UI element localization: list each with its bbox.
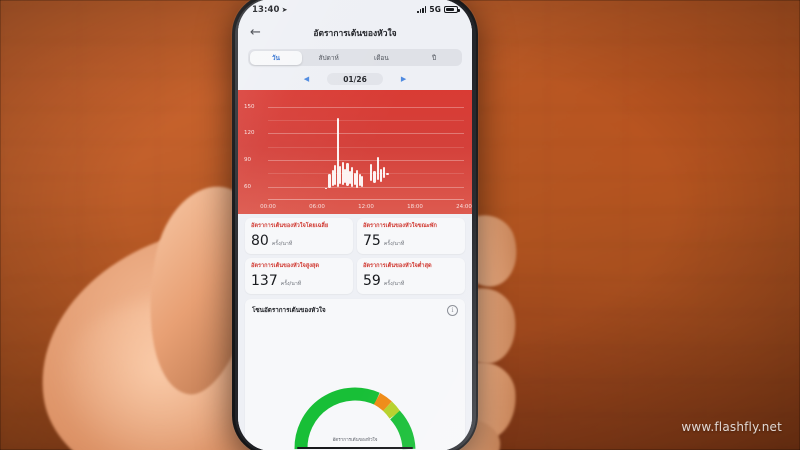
chart-gridline bbox=[268, 186, 464, 188]
period-segmented-control[interactable]: วัน สัปดาห์ เดือน ปี bbox=[248, 49, 462, 66]
stat-card-average[interactable]: อัตราการเต้นของหัวใจโดยเฉลี่ย 80 ครั้ง/น… bbox=[245, 218, 353, 254]
chart-bar bbox=[373, 170, 376, 184]
chart-bar bbox=[361, 176, 364, 187]
chart-bars bbox=[268, 98, 464, 200]
stat-unit: ครั้ง/นาที bbox=[383, 240, 405, 247]
segment-year[interactable]: ปี bbox=[432, 53, 437, 62]
triangle-left-icon[interactable]: ◀ bbox=[303, 75, 310, 83]
chart-bar bbox=[383, 167, 386, 178]
chart-bar bbox=[351, 167, 354, 187]
stat-card-lowest[interactable]: อัตราการเต้นของหัวใจต่ำสุด 59 ครั้ง/นาที bbox=[357, 257, 465, 294]
stat-value: 80 bbox=[251, 232, 269, 249]
info-icon[interactable]: i bbox=[447, 304, 458, 316]
zone-gauge-arc bbox=[294, 387, 416, 450]
segment-day[interactable]: วัน bbox=[249, 50, 303, 65]
stat-unit: ครั้ง/นาที bbox=[280, 280, 302, 287]
chart-bar bbox=[348, 170, 352, 185]
chart-x-tick: 24:00 bbox=[456, 204, 472, 210]
phone-screen: 13:40 ➤ 5G ← อัตราการเต้นของหัวใจ bbox=[238, 0, 472, 450]
page-title: อัตราการเต้นของหัวใจ bbox=[313, 28, 397, 39]
chart-bar bbox=[379, 168, 383, 183]
watermark: www.flashfly.net bbox=[681, 420, 782, 434]
segmented-control-wrapper: วัน สัปดาห์ เดือน ปี bbox=[238, 45, 472, 69]
location-arrow-icon: ➤ bbox=[281, 5, 288, 14]
status-time: 13:40 bbox=[252, 4, 280, 15]
chart-gridline bbox=[268, 160, 464, 162]
stat-cards: อัตราการเต้นของหัวใจโดยเฉลี่ย 80 ครั้ง/น… bbox=[238, 214, 472, 296]
chart-bar bbox=[339, 166, 342, 185]
zone-gauge-baseline bbox=[297, 446, 413, 449]
segment-month[interactable]: เดือน bbox=[373, 53, 389, 62]
chart-bar bbox=[353, 172, 356, 185]
stat-title: อัตราการเต้นของหัวใจโดยเฉลี่ย bbox=[251, 223, 329, 229]
chart-bar bbox=[341, 161, 344, 185]
chart-bar bbox=[358, 174, 361, 186]
date-navigation: ◀ 01/26 ▶ bbox=[238, 69, 472, 90]
triangle-right-icon[interactable]: ▶ bbox=[400, 75, 407, 83]
zone-gauge: อัตราการเต้นของหัวใจ bbox=[252, 319, 458, 450]
status-icons: 5G bbox=[417, 5, 460, 14]
heart-rate-zone-card[interactable]: โซนอัตราการเต้นของหัวใจ i อัตราการเต้นขอ… bbox=[245, 298, 465, 450]
status-time-group: 13:40 ➤ bbox=[252, 5, 288, 15]
chart-x-axis bbox=[268, 199, 464, 200]
zone-gauge-label: อัตราการเต้นของหัวใจ bbox=[332, 438, 378, 443]
heart-rate-chart[interactable]: 150 120 90 60 00:00 06:00 12:00 18:00 24:00 bbox=[238, 90, 472, 214]
stat-title: อัตราการเต้นของหัวใจสูงสุด bbox=[251, 262, 319, 269]
chart-gridline bbox=[268, 106, 464, 108]
chart-bar bbox=[346, 162, 349, 186]
chart-gridlines bbox=[268, 90, 464, 214]
chart-gridline-minor bbox=[268, 120, 464, 122]
signal-bars-icon bbox=[417, 6, 427, 13]
chart-bar bbox=[334, 164, 337, 185]
chart-x-tick: 18:00 bbox=[407, 204, 423, 210]
stat-value-group: 75 ครั้ง/นาที bbox=[363, 234, 459, 248]
chart-bar bbox=[370, 163, 373, 182]
zone-header: โซนอัตราการเต้นของหัวใจ i bbox=[252, 304, 458, 316]
chart-x-tick: 12:00 bbox=[358, 204, 374, 210]
chart-x-tick: 06:00 bbox=[309, 204, 325, 210]
heart-rate-app: 13:40 ➤ 5G ← อัตราการเต้นของหัวใจ bbox=[238, 0, 472, 450]
chart-bar bbox=[343, 168, 347, 184]
status-network-label: 5G bbox=[429, 5, 441, 14]
stat-title: อัตราการเต้นของหัวใจขณะพัก bbox=[363, 223, 437, 229]
stat-unit: ครั้ง/นาที bbox=[383, 280, 405, 287]
chart-bar bbox=[356, 169, 359, 188]
navigation-bar: ← อัตราการเต้นของหัวใจ bbox=[238, 20, 472, 45]
chart-bar bbox=[325, 187, 328, 190]
stat-value: 59 bbox=[363, 272, 381, 289]
stat-value-group: 80 ครั้ง/นาที bbox=[251, 234, 347, 248]
chart-bar bbox=[331, 169, 334, 186]
stat-title: อัตราการเต้นของหัวใจต่ำสุด bbox=[363, 262, 432, 269]
status-bar: 13:40 ➤ 5G bbox=[238, 0, 472, 20]
stat-value-group: 137 ครั้ง/นาที bbox=[251, 274, 347, 288]
stat-unit: ครั้ง/นาที bbox=[271, 240, 293, 247]
stat-value: 75 bbox=[363, 232, 381, 249]
chart-gridline-minor bbox=[268, 146, 464, 148]
chart-gridline-minor bbox=[268, 173, 464, 175]
chart-y-tick: 120 bbox=[244, 130, 255, 137]
chart-bar bbox=[376, 157, 379, 181]
stat-card-resting[interactable]: อัตราการเต้นของหัวใจขณะพัก 75 ครั้ง/นาที bbox=[357, 218, 465, 254]
chart-gridline bbox=[268, 133, 464, 135]
chart-y-tick: 150 bbox=[244, 103, 255, 110]
chart-y-tick: 90 bbox=[244, 157, 251, 164]
chart-x-tick: 00:00 bbox=[260, 204, 276, 210]
stat-value-group: 59 ครั้ง/นาที bbox=[363, 274, 459, 288]
battery-icon bbox=[444, 6, 460, 13]
chart-y-tick: 60 bbox=[244, 183, 251, 190]
back-arrow-icon[interactable]: ← bbox=[250, 25, 261, 40]
stat-value: 137 bbox=[251, 272, 278, 289]
chart-bar bbox=[386, 173, 389, 175]
chart-bar bbox=[328, 174, 331, 188]
phone-device: 13:40 ➤ 5G ← อัตราการเต้นของหัวใจ bbox=[232, 0, 478, 450]
chart-bar bbox=[336, 118, 339, 187]
current-date-label[interactable]: 01/26 bbox=[327, 73, 383, 85]
stat-card-highest[interactable]: อัตราการเต้นของหัวใจสูงสุด 137 ครั้ง/นาท… bbox=[245, 257, 353, 294]
zone-title: โซนอัตราการเต้นของหัวใจ bbox=[252, 307, 326, 315]
segment-week[interactable]: สัปดาห์ bbox=[318, 53, 339, 62]
